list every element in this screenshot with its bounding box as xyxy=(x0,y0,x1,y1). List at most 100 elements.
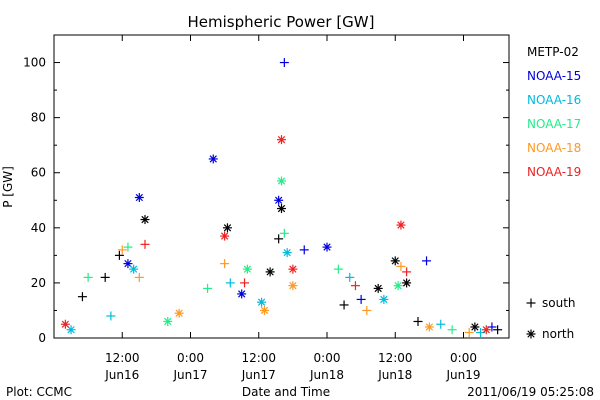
data-point-north xyxy=(60,319,70,329)
data-point-north xyxy=(277,135,286,145)
legend-marker-label: north xyxy=(542,327,574,341)
data-point-south xyxy=(413,316,423,326)
data-point-north xyxy=(373,283,383,293)
data-point-north xyxy=(277,176,286,186)
data-point-south xyxy=(240,278,250,288)
data-point-south xyxy=(203,283,213,293)
x-tick-date-label: Jun18 xyxy=(377,368,412,382)
data-point-north xyxy=(174,308,184,318)
legend: METP-02 NOAA-15 NOAA-16 NOAA-17 NOAA-18 NOAA-… xyxy=(526,45,581,341)
x-tick-time-label: 0:00 xyxy=(314,351,341,365)
data-point-north xyxy=(257,297,267,307)
data-point-north xyxy=(396,220,406,230)
legend-symbol-south xyxy=(526,298,536,308)
data-point-south xyxy=(356,294,366,304)
data-point-south xyxy=(140,239,150,249)
y-tick-label: 100 xyxy=(23,56,46,70)
legend-marker-label: south xyxy=(542,296,576,310)
data-point-north xyxy=(402,278,412,288)
data-point-south xyxy=(422,256,432,266)
data-point-south xyxy=(447,325,457,335)
data-points xyxy=(60,58,503,337)
data-point-south xyxy=(117,245,127,255)
data-point-north xyxy=(481,325,491,335)
data-point-north xyxy=(282,248,292,258)
data-point-north xyxy=(274,195,284,205)
data-point-north xyxy=(424,322,434,332)
x-tick-time-label: 12:00 xyxy=(378,351,413,365)
plot-frame xyxy=(53,34,510,339)
data-point-south xyxy=(396,261,406,271)
data-point-north xyxy=(470,322,480,332)
data-point-south xyxy=(220,259,230,269)
legend-entry: NOAA-18 xyxy=(527,141,581,155)
data-point-south xyxy=(279,228,289,238)
data-point-south xyxy=(345,272,355,282)
y-tick-label: 80 xyxy=(31,111,46,125)
x-tick-time-label: 0:00 xyxy=(450,351,477,365)
x-tick-date-label: Jun16 xyxy=(104,368,139,382)
axis-ticks: 0 20 40 60 80 100 12:00 Jun16 0:00 Jun17 12:00 Jun1… xyxy=(23,35,509,382)
data-point-south xyxy=(436,319,446,329)
data-point-south xyxy=(77,292,87,302)
data-point-north xyxy=(140,215,150,225)
data-point-south xyxy=(100,272,110,282)
legend-entry: NOAA-15 xyxy=(527,69,581,83)
data-point-north xyxy=(163,316,173,326)
data-point-north xyxy=(242,264,252,274)
data-point-north xyxy=(220,231,230,241)
data-point-north xyxy=(288,264,298,274)
data-point-north xyxy=(322,242,332,252)
data-point-south xyxy=(362,305,372,315)
data-point-south xyxy=(134,272,144,282)
chart-title: Hemispheric Power [GW] xyxy=(188,13,375,31)
x-tick-date-label: Jun17 xyxy=(241,368,276,382)
x-tick-time-label: 0:00 xyxy=(177,351,204,365)
data-point-north xyxy=(393,281,403,291)
legend-entry: NOAA-19 xyxy=(527,165,581,179)
data-point-north xyxy=(390,256,400,266)
legend-entry: NOAA-17 xyxy=(527,117,581,131)
y-axis-label: P [GW] xyxy=(1,166,15,208)
data-point-north xyxy=(237,289,247,299)
data-point-south xyxy=(274,234,284,244)
data-point-north xyxy=(208,154,218,164)
y-tick-label: 60 xyxy=(31,166,46,180)
data-point-north xyxy=(222,223,232,233)
data-point-south xyxy=(493,325,503,335)
data-point-north xyxy=(259,305,269,315)
data-point-north xyxy=(277,204,286,214)
data-point-south xyxy=(299,245,309,255)
legend-entry: METP-02 xyxy=(527,45,579,59)
data-point-north xyxy=(134,193,144,203)
data-point-south xyxy=(106,311,116,321)
data-point-south xyxy=(464,327,474,337)
footer-credit: Plot: CCMC xyxy=(6,385,72,399)
legend-entry: NOAA-16 xyxy=(527,93,581,107)
x-tick-date-label: Jun17 xyxy=(172,368,207,382)
data-point-south xyxy=(279,58,289,68)
data-point-south xyxy=(402,267,412,277)
x-tick-date-label: Jun19 xyxy=(445,368,480,382)
data-point-south xyxy=(114,250,124,260)
x-tick-date-label: Jun18 xyxy=(309,368,344,382)
legend-symbol-north xyxy=(526,329,536,339)
y-tick-label: 20 xyxy=(31,276,46,290)
data-point-south xyxy=(83,272,93,282)
data-point-south xyxy=(339,300,349,310)
data-point-north xyxy=(66,325,76,335)
data-point-north xyxy=(129,264,139,274)
data-point-north xyxy=(379,294,389,304)
data-point-north xyxy=(288,281,298,291)
data-point-north xyxy=(123,259,133,269)
footer-timestamp: 2011/06/19 05:25:08 xyxy=(467,385,594,399)
x-tick-time-label: 12:00 xyxy=(241,351,276,365)
data-point-south xyxy=(123,242,133,252)
x-axis-label: Date and Time xyxy=(242,385,330,399)
x-tick-time-label: 12:00 xyxy=(105,351,140,365)
y-tick-label: 40 xyxy=(31,221,46,235)
data-point-south xyxy=(333,264,343,274)
data-point-south xyxy=(350,281,360,291)
y-tick-label: 0 xyxy=(38,331,46,345)
